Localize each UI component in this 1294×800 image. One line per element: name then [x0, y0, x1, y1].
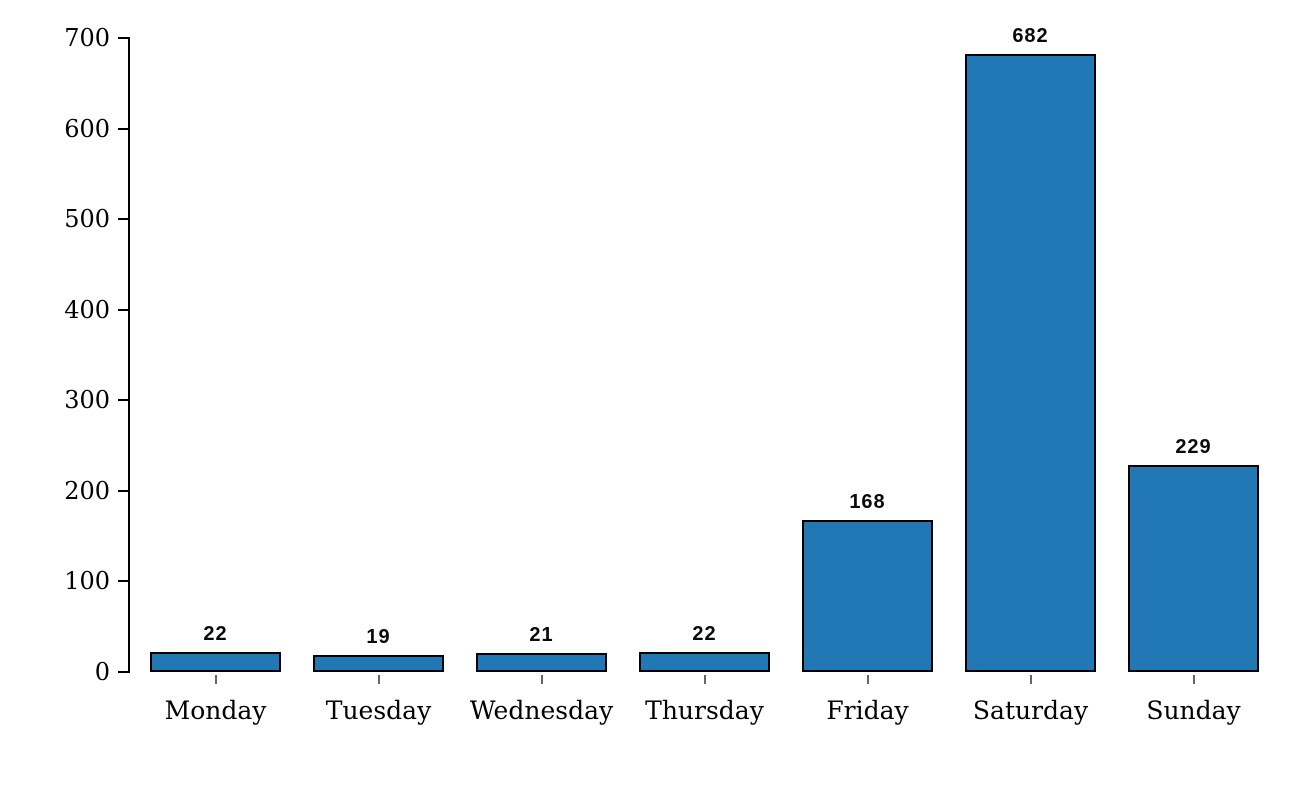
y-tick: [118, 37, 128, 39]
bar: [639, 652, 770, 672]
y-tick: [118, 489, 128, 492]
x-tick: [214, 675, 217, 684]
y-tick-label: 500: [64, 205, 110, 234]
y-tick-label: 0: [94, 658, 110, 686]
y-tick-label: 600: [64, 114, 110, 143]
y-tick-label: 400: [64, 295, 110, 324]
bar-value-label: 682: [1012, 25, 1049, 48]
y-tick: [118, 671, 128, 673]
x-tick: [540, 675, 543, 684]
bar-value-label: 22: [203, 623, 228, 646]
bar: [150, 652, 281, 672]
y-tick: [118, 580, 128, 583]
x-tick: [1029, 675, 1032, 684]
bar-value-label: 229: [1175, 435, 1212, 458]
bar-value-label: 22: [692, 623, 717, 646]
x-tick-label: Friday: [826, 696, 909, 725]
bar: [802, 519, 933, 672]
y-tick: [118, 399, 128, 402]
x-tick-label: Saturday: [972, 696, 1089, 725]
bar-value-label: 168: [849, 490, 886, 513]
bar: [313, 654, 444, 672]
y-tick-label: 100: [64, 567, 110, 596]
x-tick-label: Sunday: [1146, 696, 1241, 725]
y-tick: [118, 308, 128, 311]
bar-value-label: 19: [366, 625, 391, 648]
y-tick: [118, 127, 128, 130]
x-tick: [866, 675, 869, 684]
y-axis-spine: [128, 37, 130, 673]
x-tick: [703, 675, 706, 684]
x-tick-label: Thursday: [645, 696, 764, 725]
y-tick-label: 300: [64, 386, 110, 415]
x-tick: [1192, 675, 1195, 684]
x-tick-label: Wednesday: [469, 696, 614, 725]
y-tick: [118, 218, 128, 221]
bar-value-label: 21: [529, 623, 554, 646]
bar: [476, 652, 607, 672]
y-tick-label: 700: [64, 24, 110, 52]
x-tick-label: Tuesday: [325, 696, 432, 725]
x-tick: [377, 675, 380, 684]
bar: [965, 54, 1096, 672]
x-tick-label: Monday: [164, 696, 267, 725]
y-tick-label: 200: [64, 476, 110, 505]
bar: [1128, 464, 1259, 672]
